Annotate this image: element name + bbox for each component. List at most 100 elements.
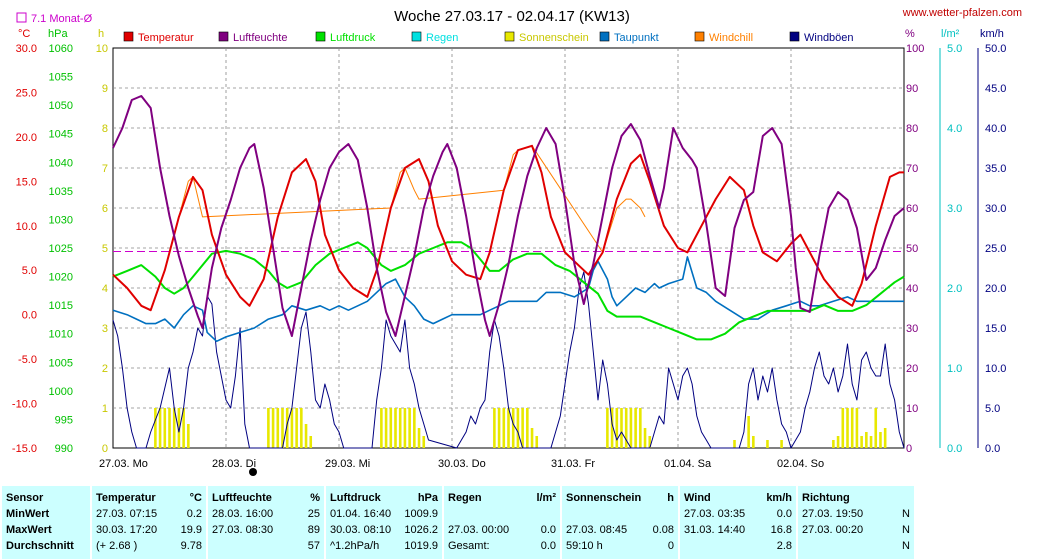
table-row-label: MinWert: [6, 508, 50, 520]
sunshine-bar: [497, 408, 501, 448]
sunshine-bar: [267, 408, 270, 448]
sunshine-bar: [168, 408, 171, 448]
unit-wind: km/h: [980, 28, 1004, 40]
table-column: [680, 486, 796, 559]
x-tick-label: 29.03. Mi: [325, 458, 370, 470]
table-header: Luftdruck: [330, 492, 381, 504]
tick-label-humidity: 20: [906, 363, 918, 375]
tick-label-wind: 5.0: [985, 403, 1000, 415]
table-header: Richtung: [802, 492, 850, 504]
tick-label-sun: 0: [102, 443, 108, 455]
sunshine-bar: [281, 408, 284, 448]
table-cell-date: 27.03. 07:15: [96, 508, 158, 520]
x-tick-label: 01.04. Sa: [664, 458, 712, 470]
tick-label-pressure: 1055: [49, 72, 73, 84]
tick-label-wind: 25.0: [985, 243, 1006, 255]
tick-label-temp: 25.0: [16, 87, 37, 99]
series-line-temperatur: [112, 144, 904, 312]
table-header: Luftfeuchte: [212, 492, 272, 504]
sunshine-bar: [172, 408, 176, 448]
sunshine-bar: [629, 408, 633, 448]
legend-swatch: [504, 31, 515, 42]
tick-label-temp: -5.0: [18, 354, 37, 366]
sunshine-bar: [493, 408, 496, 448]
table-unit: hPa: [417, 492, 438, 504]
legend-label: Taupunkt: [614, 32, 659, 44]
sunshine-bar: [634, 408, 637, 448]
series-line-luftfeuchte: [112, 95, 905, 337]
tick-label-temp: 0.0: [22, 310, 37, 322]
monthly-avg-swatch: [16, 12, 27, 23]
tick-label-rain: 5.0: [947, 43, 962, 55]
table-cell-value: 0.0: [540, 524, 556, 536]
tick-label-wind: 50.0: [985, 43, 1006, 55]
tick-label-temp: 10.0: [16, 221, 37, 233]
tick-label-sun: 4: [102, 283, 108, 295]
sunshine-bar: [752, 436, 755, 448]
tick-label-temp: 15.0: [16, 176, 37, 188]
table-row-label: Durchschnitt: [6, 540, 74, 552]
table-cell-value: 0.0: [776, 508, 792, 520]
tick-label-pressure: 1000: [49, 386, 73, 398]
table-unit: °C: [189, 492, 202, 504]
table-cell-date: Gesamt:: [448, 540, 490, 552]
table-cell-date: (+ 2.68 ): [96, 540, 138, 552]
sunshine-bar: [780, 440, 783, 448]
sunshine-bar: [535, 436, 539, 448]
legend-label: Luftfeuchte: [233, 32, 287, 44]
tick-label-humidity: 40: [906, 283, 918, 295]
tick-label-wind: 0.0: [985, 443, 1000, 455]
table-cell-date: ^1.2hPa/h: [330, 540, 380, 552]
weather-chart: 30.025.020.015.010.05.00.0-5.0-10.0-15.0…: [12, 7, 1022, 476]
table-cell-value: 19.9: [180, 524, 202, 536]
sunshine-bar: [521, 408, 524, 448]
series-line-luftdruck: [112, 241, 905, 341]
sunshine-bar: [276, 408, 280, 448]
table-cell-date: 27.03. 00:20: [802, 524, 864, 536]
sunshine-bar: [422, 436, 426, 448]
sunshine-bar: [285, 408, 289, 448]
table-cell-value: 57: [307, 540, 320, 552]
sunshine-bar: [874, 408, 878, 448]
sunshine-bar: [850, 408, 854, 448]
table-cell-date: 27.03. 03:35: [684, 508, 746, 520]
tick-label-wind: 40.0: [985, 123, 1006, 135]
sunshine-bar: [417, 428, 421, 448]
tick-label-temp: 30.0: [16, 43, 37, 55]
sunshine-bar: [502, 408, 506, 448]
legend-swatch: [411, 31, 422, 42]
sunshine-bar: [380, 408, 383, 448]
tick-label-sun: 10: [96, 43, 108, 55]
series-line-windböen: [112, 271, 905, 449]
table-unit: %: [310, 492, 320, 504]
tick-label-temp: -15.0: [12, 443, 37, 455]
table-column: [562, 486, 678, 559]
table-cell-value: N: [902, 508, 910, 520]
sunshine-bar: [869, 436, 873, 448]
sunshine-bar: [620, 408, 623, 448]
table-cell-value: 0.2: [186, 508, 202, 520]
tick-label-rain: 4.0: [947, 123, 962, 135]
table-cell-date: 27.03. 08:45: [566, 524, 628, 536]
tick-label-humidity: 80: [906, 123, 918, 135]
sunshine-bar: [860, 436, 863, 448]
tick-label-pressure: 1050: [49, 100, 73, 112]
sunshine-bar: [610, 408, 614, 448]
tick-label-humidity: 100: [906, 43, 924, 55]
legend-swatch: [599, 31, 610, 42]
table-cell-date: 30.03. 17:20: [96, 524, 158, 536]
sunshine-bar: [163, 408, 167, 448]
sunshine-bar: [832, 440, 835, 448]
sunshine-bar: [154, 408, 157, 448]
monthly-avg-label: 7.1 Monat-Ø: [31, 13, 93, 25]
sunshine-bar: [304, 424, 308, 448]
source-link[interactable]: www.wetter-pfalzen.com: [902, 7, 1022, 19]
tick-label-sun: 3: [102, 323, 108, 335]
sunshine-bar: [182, 408, 185, 448]
sunshine-bar: [865, 432, 868, 448]
tick-label-pressure: 1025: [49, 243, 73, 255]
tick-label-wind: 45.0: [985, 83, 1006, 95]
tick-label-pressure: 1035: [49, 186, 73, 198]
tick-label-humidity: 50: [906, 243, 918, 255]
tick-label-humidity: 30: [906, 323, 918, 335]
